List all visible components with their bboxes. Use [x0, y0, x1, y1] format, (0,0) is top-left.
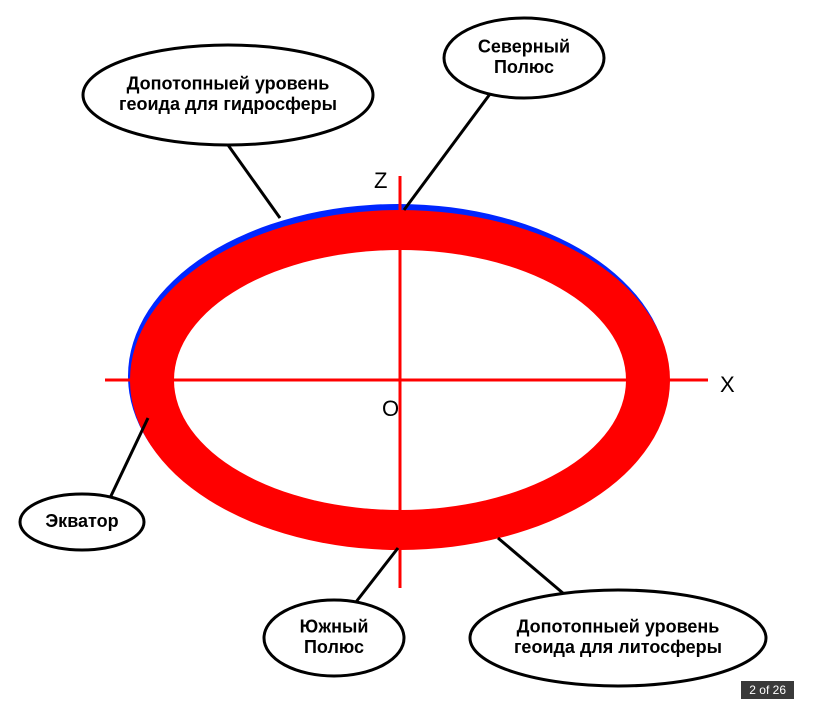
callout-text-antediluvian-hydro-line0: Допотопныей уровень: [127, 73, 330, 93]
callout-leader-antediluvian-hydro: [228, 145, 280, 218]
page-counter-text: 2 of 26: [749, 683, 786, 697]
page-counter: 2 of 26: [741, 681, 794, 699]
callout-leader-equator: [110, 418, 148, 498]
axis-label-z: Z: [374, 168, 387, 193]
callout-text-antediluvian-hydro-line1: геоида для гидросферы: [119, 94, 337, 114]
diagram-canvas: X Z O Допотопныей уровеньгеоида для гидр…: [0, 0, 814, 711]
callout-text-antediluvian-litho-line1: геоида для литосферы: [514, 637, 722, 657]
axis-label-x: X: [720, 372, 735, 397]
callout-text-north-pole-line0: Северный: [478, 36, 570, 56]
callout-text-antediluvian-litho-line0: Допотопныей уровень: [517, 616, 720, 636]
callout-leader-antediluvian-litho: [498, 538, 564, 594]
callout-leader-north-pole: [404, 94, 490, 210]
callout-leader-south-pole: [356, 548, 398, 602]
origin-label: O: [382, 396, 399, 421]
callout-text-north-pole-line1: Полюс: [494, 57, 554, 77]
callout-text-south-pole-line0: Южный: [300, 616, 369, 636]
callout-text-equator-line0: Экватор: [45, 511, 118, 531]
callout-text-south-pole-line1: Полюс: [304, 637, 364, 657]
